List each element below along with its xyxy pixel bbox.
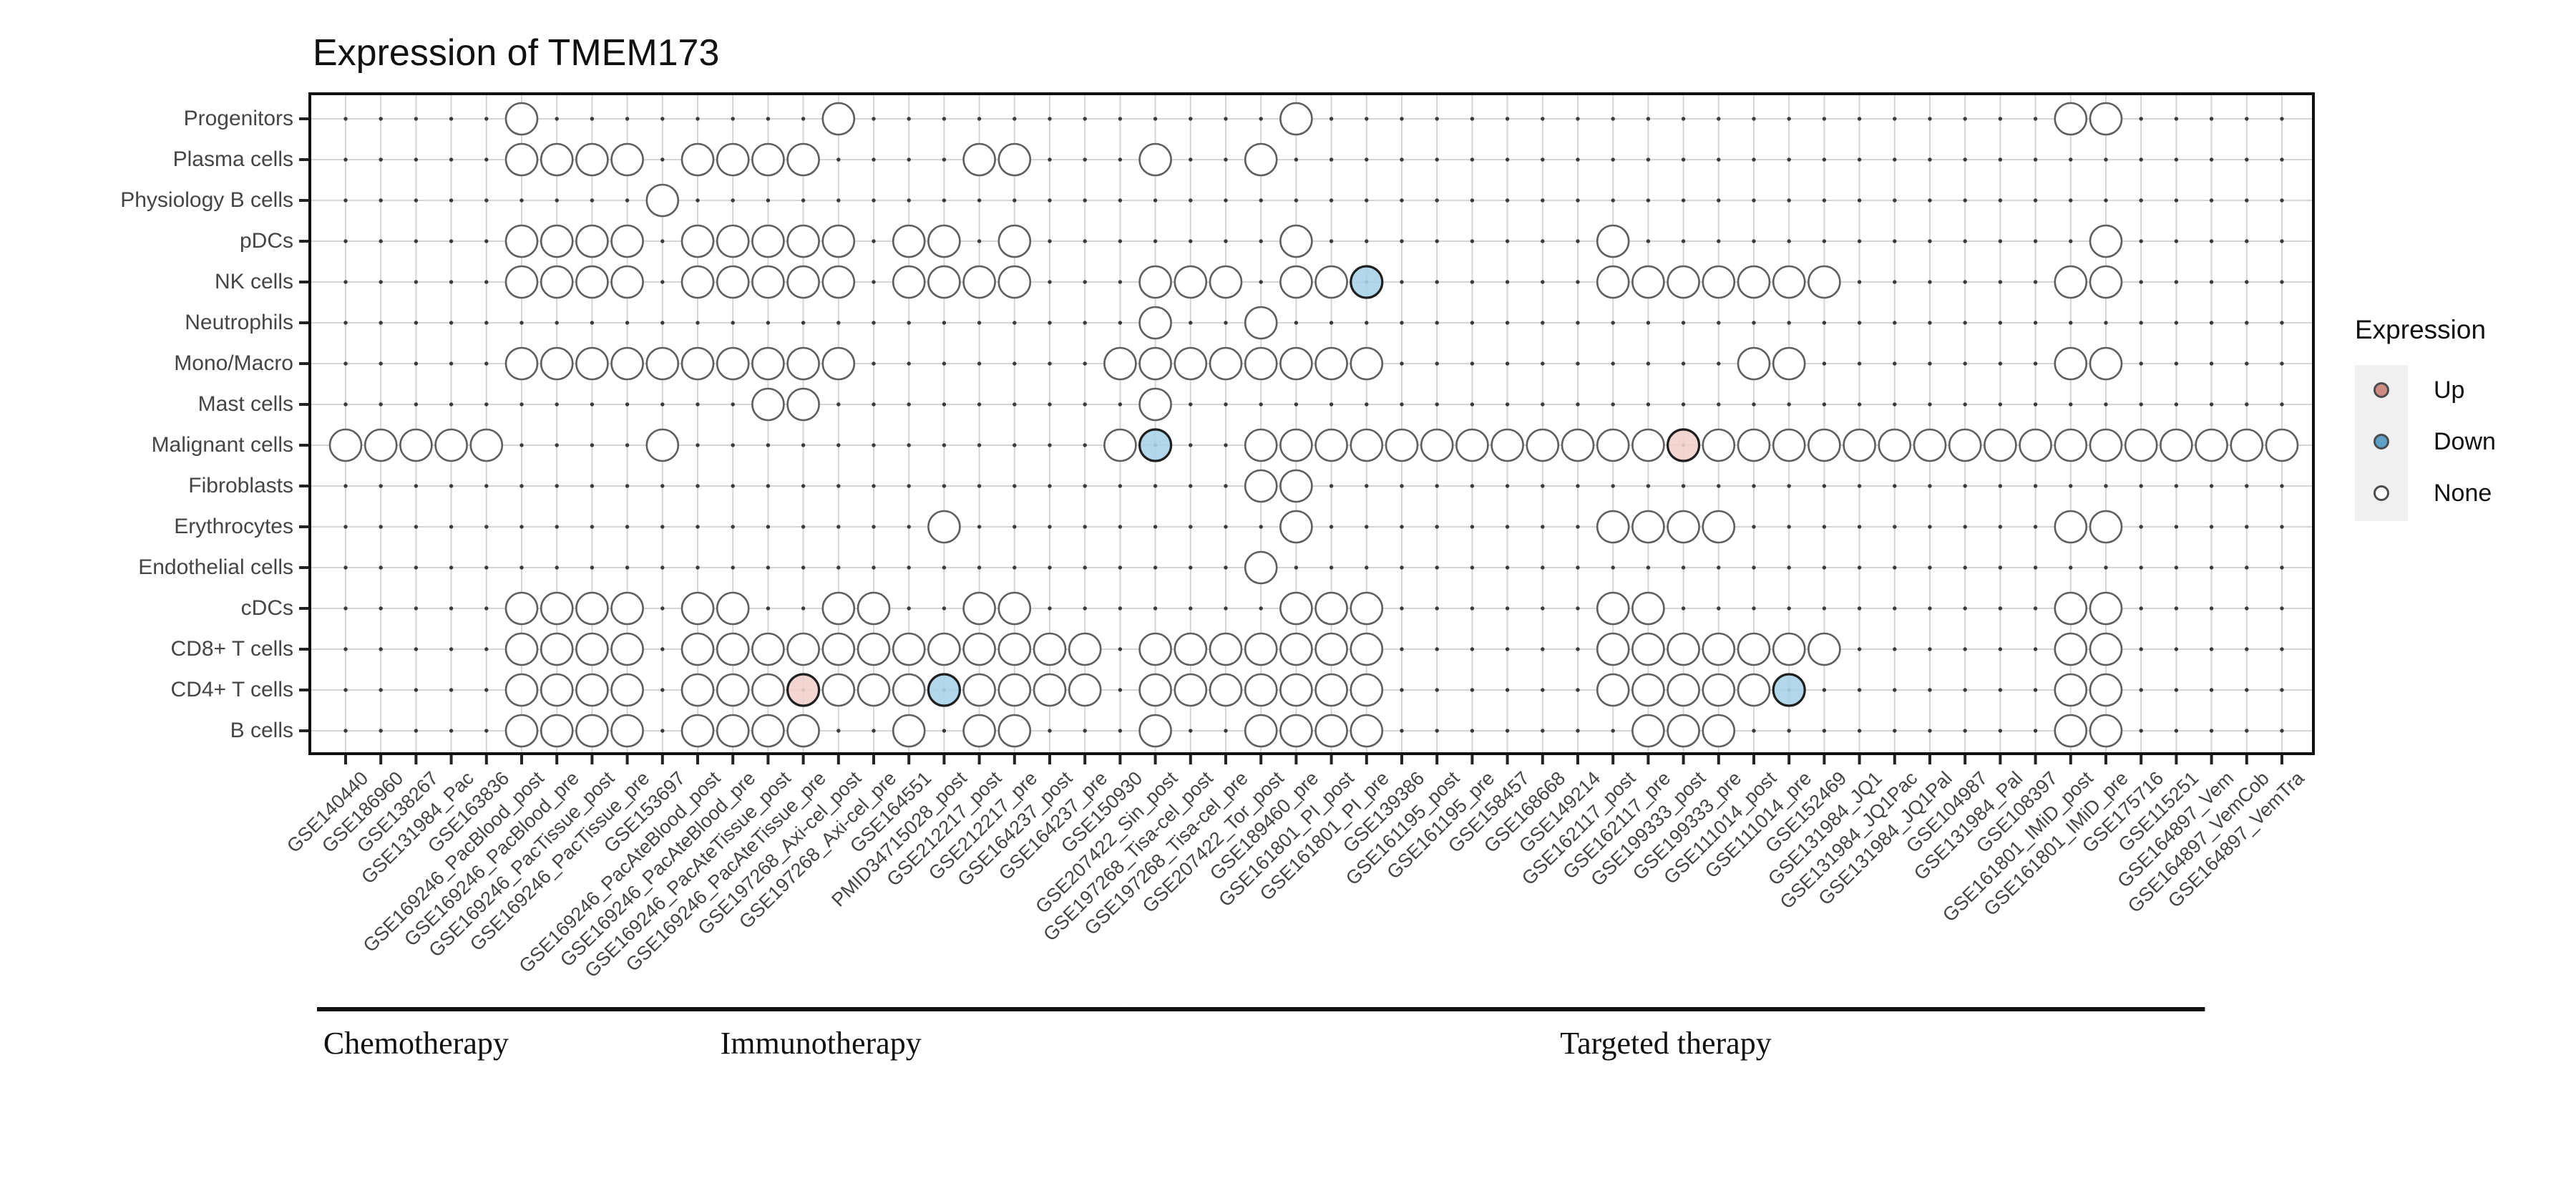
y-axis-label: Progenitors (183, 107, 293, 130)
therapy-group-label: Targeted therapy (1560, 1026, 1772, 1061)
y-axis-label: cDCs (240, 596, 293, 620)
y-axis-label: Plasma cells (172, 147, 293, 171)
legend: Expression Up Down None (2355, 315, 2570, 523)
y-axis-label: B cells (230, 719, 293, 742)
y-axis-label: Malignant cells (151, 433, 293, 457)
y-axis-label: Mono/Macro (174, 351, 293, 375)
legend-down-label: Down (2434, 428, 2496, 455)
therapy-group-label: Immunotherapy (720, 1026, 922, 1061)
y-axis-label: Erythrocytes (174, 515, 293, 538)
legend-up-dot-icon (2373, 382, 2389, 398)
legend-down-dot-icon (2373, 434, 2389, 449)
y-axis-label: CD4+ T cells (170, 678, 293, 701)
y-axis-label: pDCs (239, 229, 293, 253)
y-axis-label: Endothelial cells (138, 555, 293, 579)
legend-title: Expression (2355, 315, 2487, 344)
y-axis-label: NK cells (214, 270, 293, 293)
therapy-group-label: Chemotherapy (323, 1026, 509, 1061)
legend-none-dot-icon (2373, 485, 2389, 501)
legend-none-label: None (2434, 480, 2492, 507)
y-axis-label: Mast cells (197, 392, 293, 416)
y-axis-label: CD8+ T cells (170, 637, 293, 661)
y-axis-label: Fibroblasts (188, 474, 293, 497)
legend-up-label: Up (2434, 376, 2465, 404)
y-axis-label: Neutrophils (185, 311, 293, 334)
y-axis-label: Physiology B cells (120, 188, 293, 212)
legend-keys: Up Down None (2355, 365, 2570, 523)
page-title: Expression of TMEM173 (313, 32, 720, 74)
